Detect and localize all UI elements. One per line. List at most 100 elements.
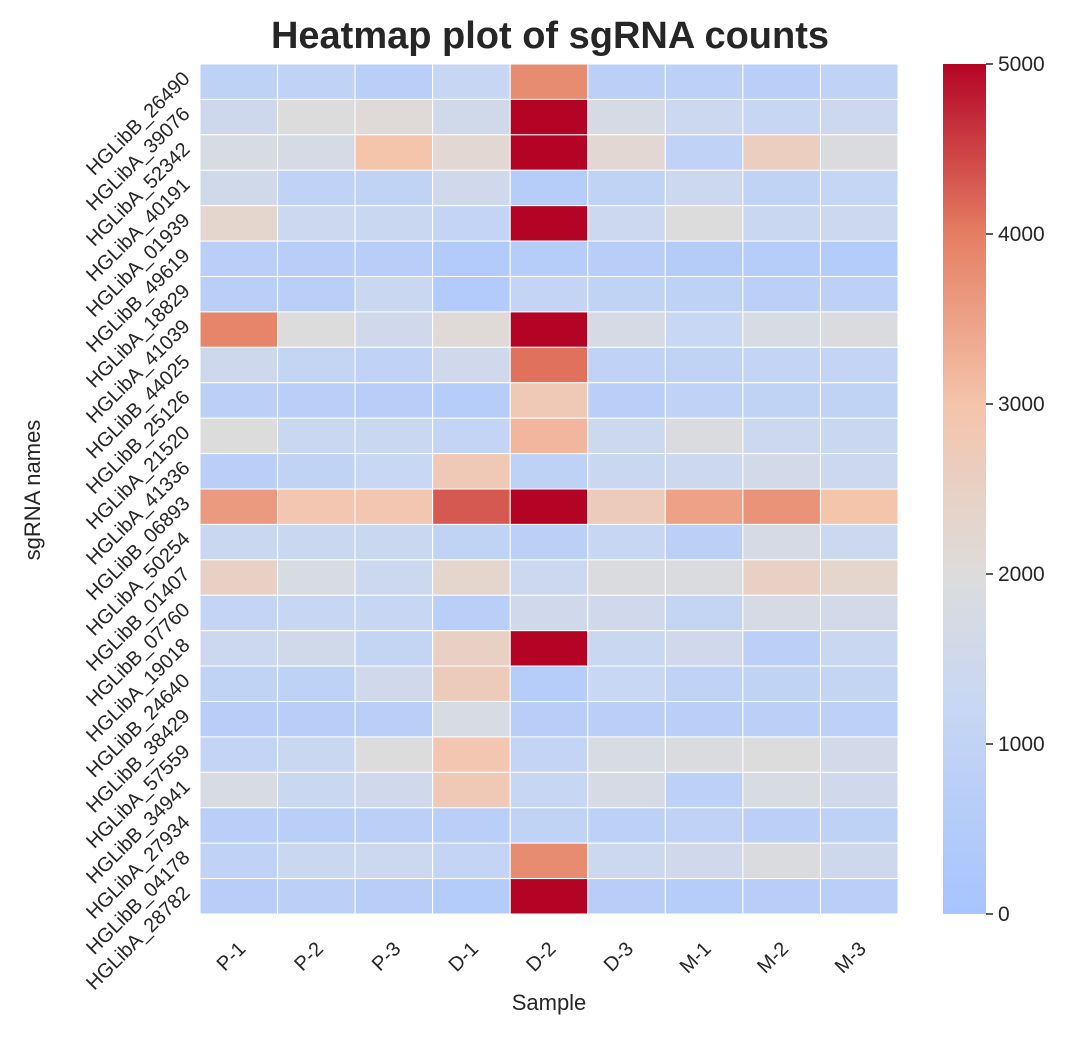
heatmap-cell <box>664 807 744 844</box>
heatmap-cell <box>277 771 356 809</box>
heatmap-cell <box>742 630 821 667</box>
heatmap-cell <box>432 417 511 455</box>
heatmap-cell <box>354 878 434 915</box>
heatmap-cell <box>742 559 821 596</box>
heatmap-cell <box>277 63 356 100</box>
heatmap-cell <box>819 559 899 596</box>
heatmap-cell <box>509 240 589 277</box>
heatmap-cell <box>432 63 511 100</box>
heatmap-cell <box>819 276 899 313</box>
heatmap-cell <box>742 417 821 455</box>
heatmap-cell <box>432 453 511 490</box>
heatmap-cell <box>664 559 744 596</box>
heatmap-cell <box>587 523 666 561</box>
heatmap-cell <box>354 736 434 773</box>
heatmap-cell <box>432 665 511 702</box>
heatmap-cell <box>819 382 899 419</box>
heatmap-cell <box>742 311 821 348</box>
heatmap-cell <box>587 807 666 844</box>
heatmap-cell <box>664 276 744 313</box>
heatmap-cell <box>587 382 666 419</box>
heatmap-cell <box>199 63 279 100</box>
colorbar-tick-label: 2000 <box>998 563 1045 586</box>
heatmap-cell <box>354 134 434 171</box>
heatmap-cell <box>277 559 356 596</box>
heatmap-cell <box>354 417 434 455</box>
heatmap-cell <box>354 311 434 348</box>
heatmap-cell <box>587 701 666 738</box>
heatmap-cell <box>509 311 589 348</box>
heatmap-cell <box>354 771 434 809</box>
heatmap-cell <box>277 701 356 738</box>
heatmap-cell <box>819 63 899 100</box>
y-axis-label: sgRNA names <box>20 420 45 561</box>
heatmap-cell <box>742 453 821 490</box>
heatmap-cell <box>277 311 356 348</box>
x-tick-label: D-1 <box>445 938 483 976</box>
heatmap-cell <box>354 488 434 525</box>
heatmap-cell <box>199 523 279 561</box>
heatmap-cell <box>509 736 589 773</box>
heatmap-cell <box>819 346 899 384</box>
heatmap-cell <box>432 311 511 348</box>
heatmap-cell <box>277 134 356 171</box>
heatmap-cell <box>509 205 589 242</box>
heatmap-cell <box>587 594 666 632</box>
heatmap-cell <box>664 134 744 171</box>
heatmap-cell <box>509 488 589 525</box>
heatmap-cell <box>277 665 356 702</box>
heatmap-cell <box>277 807 356 844</box>
heatmap-cell <box>742 63 821 100</box>
heatmap-cell <box>354 63 434 100</box>
heatmap-cell <box>432 523 511 561</box>
x-tick-label: P-1 <box>213 938 251 976</box>
heatmap-cell <box>199 453 279 490</box>
heatmap-cell <box>509 878 589 915</box>
heatmap-cell <box>742 240 821 277</box>
heatmap-cell <box>199 98 279 136</box>
heatmap-cell <box>664 240 744 277</box>
heatmap-cell <box>354 594 434 632</box>
x-tick-label: M-1 <box>676 938 716 978</box>
heatmap-cell <box>432 169 511 207</box>
heatmap-cell <box>742 842 821 880</box>
heatmap-cell <box>354 630 434 667</box>
heatmap-cell <box>432 630 511 667</box>
heatmap-cell <box>819 417 899 455</box>
heatmap-cell <box>199 311 279 348</box>
heatmap-cell <box>509 276 589 313</box>
heatmap-cell <box>199 878 279 915</box>
heatmap-cell <box>199 240 279 277</box>
heatmap-cell <box>509 559 589 596</box>
heatmap-cell <box>587 311 666 348</box>
heatmap-cell <box>199 205 279 242</box>
heatmap-cell <box>199 382 279 419</box>
heatmap-cell <box>354 665 434 702</box>
heatmap-cell <box>742 488 821 525</box>
heatmap-cell <box>277 488 356 525</box>
heatmap-cell <box>742 169 821 207</box>
heatmap-cell <box>277 878 356 915</box>
heatmap-cell <box>199 807 279 844</box>
heatmap-cell <box>509 807 589 844</box>
heatmap-cell <box>742 382 821 419</box>
x-tick-label: D-3 <box>600 938 638 976</box>
heatmap-cell <box>587 98 666 136</box>
heatmap-cell <box>509 665 589 702</box>
x-tick-label: D-2 <box>522 938 560 976</box>
heatmap-cell <box>432 346 511 384</box>
heatmap-cell <box>277 346 356 384</box>
heatmap-cell <box>199 736 279 773</box>
heatmap-cell <box>432 488 511 525</box>
heatmap-cell <box>819 134 899 171</box>
chart-title: Heatmap plot of sgRNA counts <box>271 15 829 57</box>
heatmap-cell <box>664 311 744 348</box>
heatmap-cell <box>587 417 666 455</box>
heatmap-cell <box>354 240 434 277</box>
heatmap-cell <box>819 736 899 773</box>
heatmap-cell <box>432 771 511 809</box>
colorbar-tick-label: 1000 <box>998 733 1045 756</box>
heatmap-cell <box>354 276 434 313</box>
heatmap-cell <box>199 665 279 702</box>
